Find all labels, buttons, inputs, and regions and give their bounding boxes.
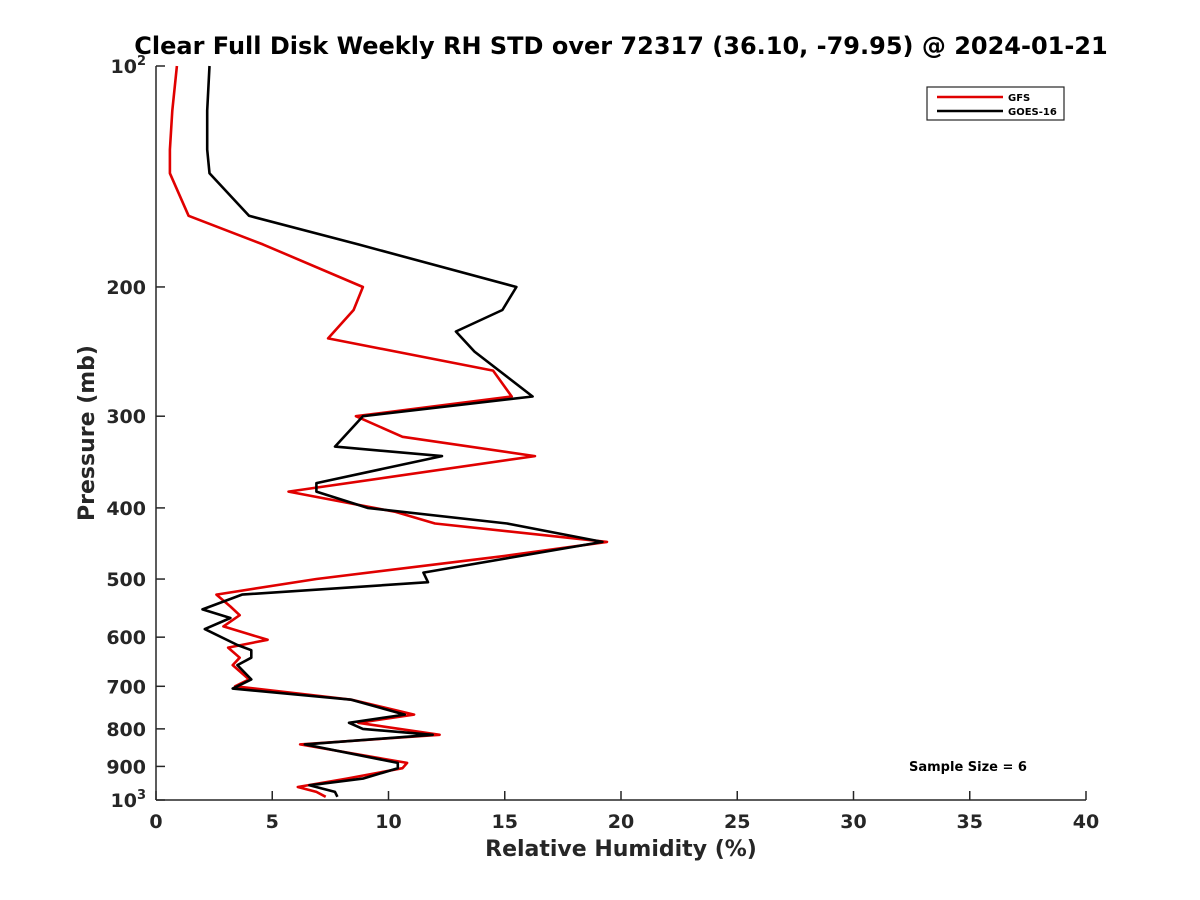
y-tick-label: 800	[106, 719, 146, 741]
x-tick-label: 15	[492, 811, 518, 833]
y-tick-label: 700	[106, 676, 146, 698]
y-tick-label: 900	[106, 756, 146, 778]
y-tick-label: 300	[106, 406, 146, 428]
y-tick-label: 400	[106, 498, 146, 520]
x-tick-label: 35	[957, 811, 983, 833]
x-tick-label: 30	[840, 811, 866, 833]
x-tick-label: 25	[724, 811, 750, 833]
y-tick-label: 600	[106, 627, 146, 649]
x-axis-label: Relative Humidity (%)	[485, 837, 757, 862]
series-line-goes16	[201, 65, 604, 798]
y-axis-label: Pressure (mb)	[75, 345, 100, 521]
legend-label-gfs: GFS	[1008, 93, 1030, 104]
x-tick-label: 5	[266, 811, 279, 833]
chart-title: Clear Full Disk Weekly RH STD over 72317…	[134, 32, 1107, 60]
legend-box	[926, 86, 1065, 121]
x-tick-label: 40	[1073, 811, 1099, 833]
legend: GFS GOES-16	[926, 86, 1065, 121]
x-tick-label: 0	[149, 811, 162, 833]
y-tick-label: 200	[106, 277, 146, 299]
series-layer	[168, 65, 609, 798]
x-tick-label: 20	[608, 811, 634, 833]
y-tick-label: 500	[106, 569, 146, 591]
x-ticks: 0 5 10 15 20 25 30 35 40	[149, 791, 1099, 833]
x-tick-label: 10	[375, 811, 401, 833]
legend-label-goes16: GOES-16	[1008, 107, 1057, 118]
sample-size-annotation: Sample Size = 6	[909, 760, 1027, 775]
